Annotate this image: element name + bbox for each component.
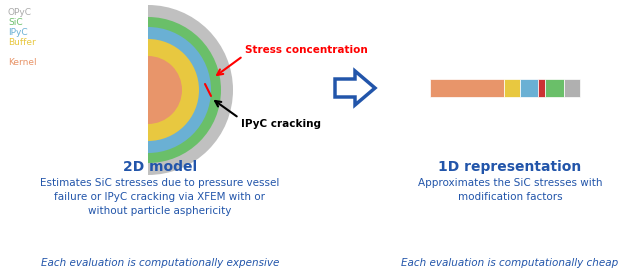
Text: Buffer: Buffer bbox=[8, 38, 36, 47]
Bar bbox=[430, 79, 504, 97]
Wedge shape bbox=[148, 39, 199, 141]
Wedge shape bbox=[148, 27, 211, 153]
Wedge shape bbox=[148, 56, 182, 124]
Wedge shape bbox=[148, 17, 221, 163]
Text: SiC: SiC bbox=[8, 18, 22, 27]
Text: Each evaluation is computationally cheap: Each evaluation is computationally cheap bbox=[401, 258, 619, 268]
Wedge shape bbox=[148, 5, 233, 175]
Text: Stress concentration: Stress concentration bbox=[245, 45, 368, 55]
Text: IPyC cracking: IPyC cracking bbox=[241, 119, 321, 129]
Text: Estimates SiC stresses due to pressure vessel
failure or IPyC cracking via XFEM : Estimates SiC stresses due to pressure v… bbox=[40, 178, 280, 216]
Text: 1D representation: 1D representation bbox=[438, 160, 582, 174]
Bar bbox=[538, 79, 545, 97]
Text: Kernel: Kernel bbox=[8, 58, 36, 67]
Bar bbox=[545, 79, 564, 97]
Text: Each evaluation is computationally expensive: Each evaluation is computationally expen… bbox=[41, 258, 279, 268]
Polygon shape bbox=[335, 71, 375, 105]
Text: 2D model: 2D model bbox=[123, 160, 197, 174]
Text: IPyC: IPyC bbox=[8, 28, 28, 37]
Bar bbox=[504, 79, 520, 97]
Bar bbox=[520, 79, 538, 97]
Text: OPyC: OPyC bbox=[8, 8, 32, 17]
Bar bbox=[564, 79, 580, 97]
Text: Approximates the SiC stresses with
modification factors: Approximates the SiC stresses with modif… bbox=[418, 178, 602, 202]
